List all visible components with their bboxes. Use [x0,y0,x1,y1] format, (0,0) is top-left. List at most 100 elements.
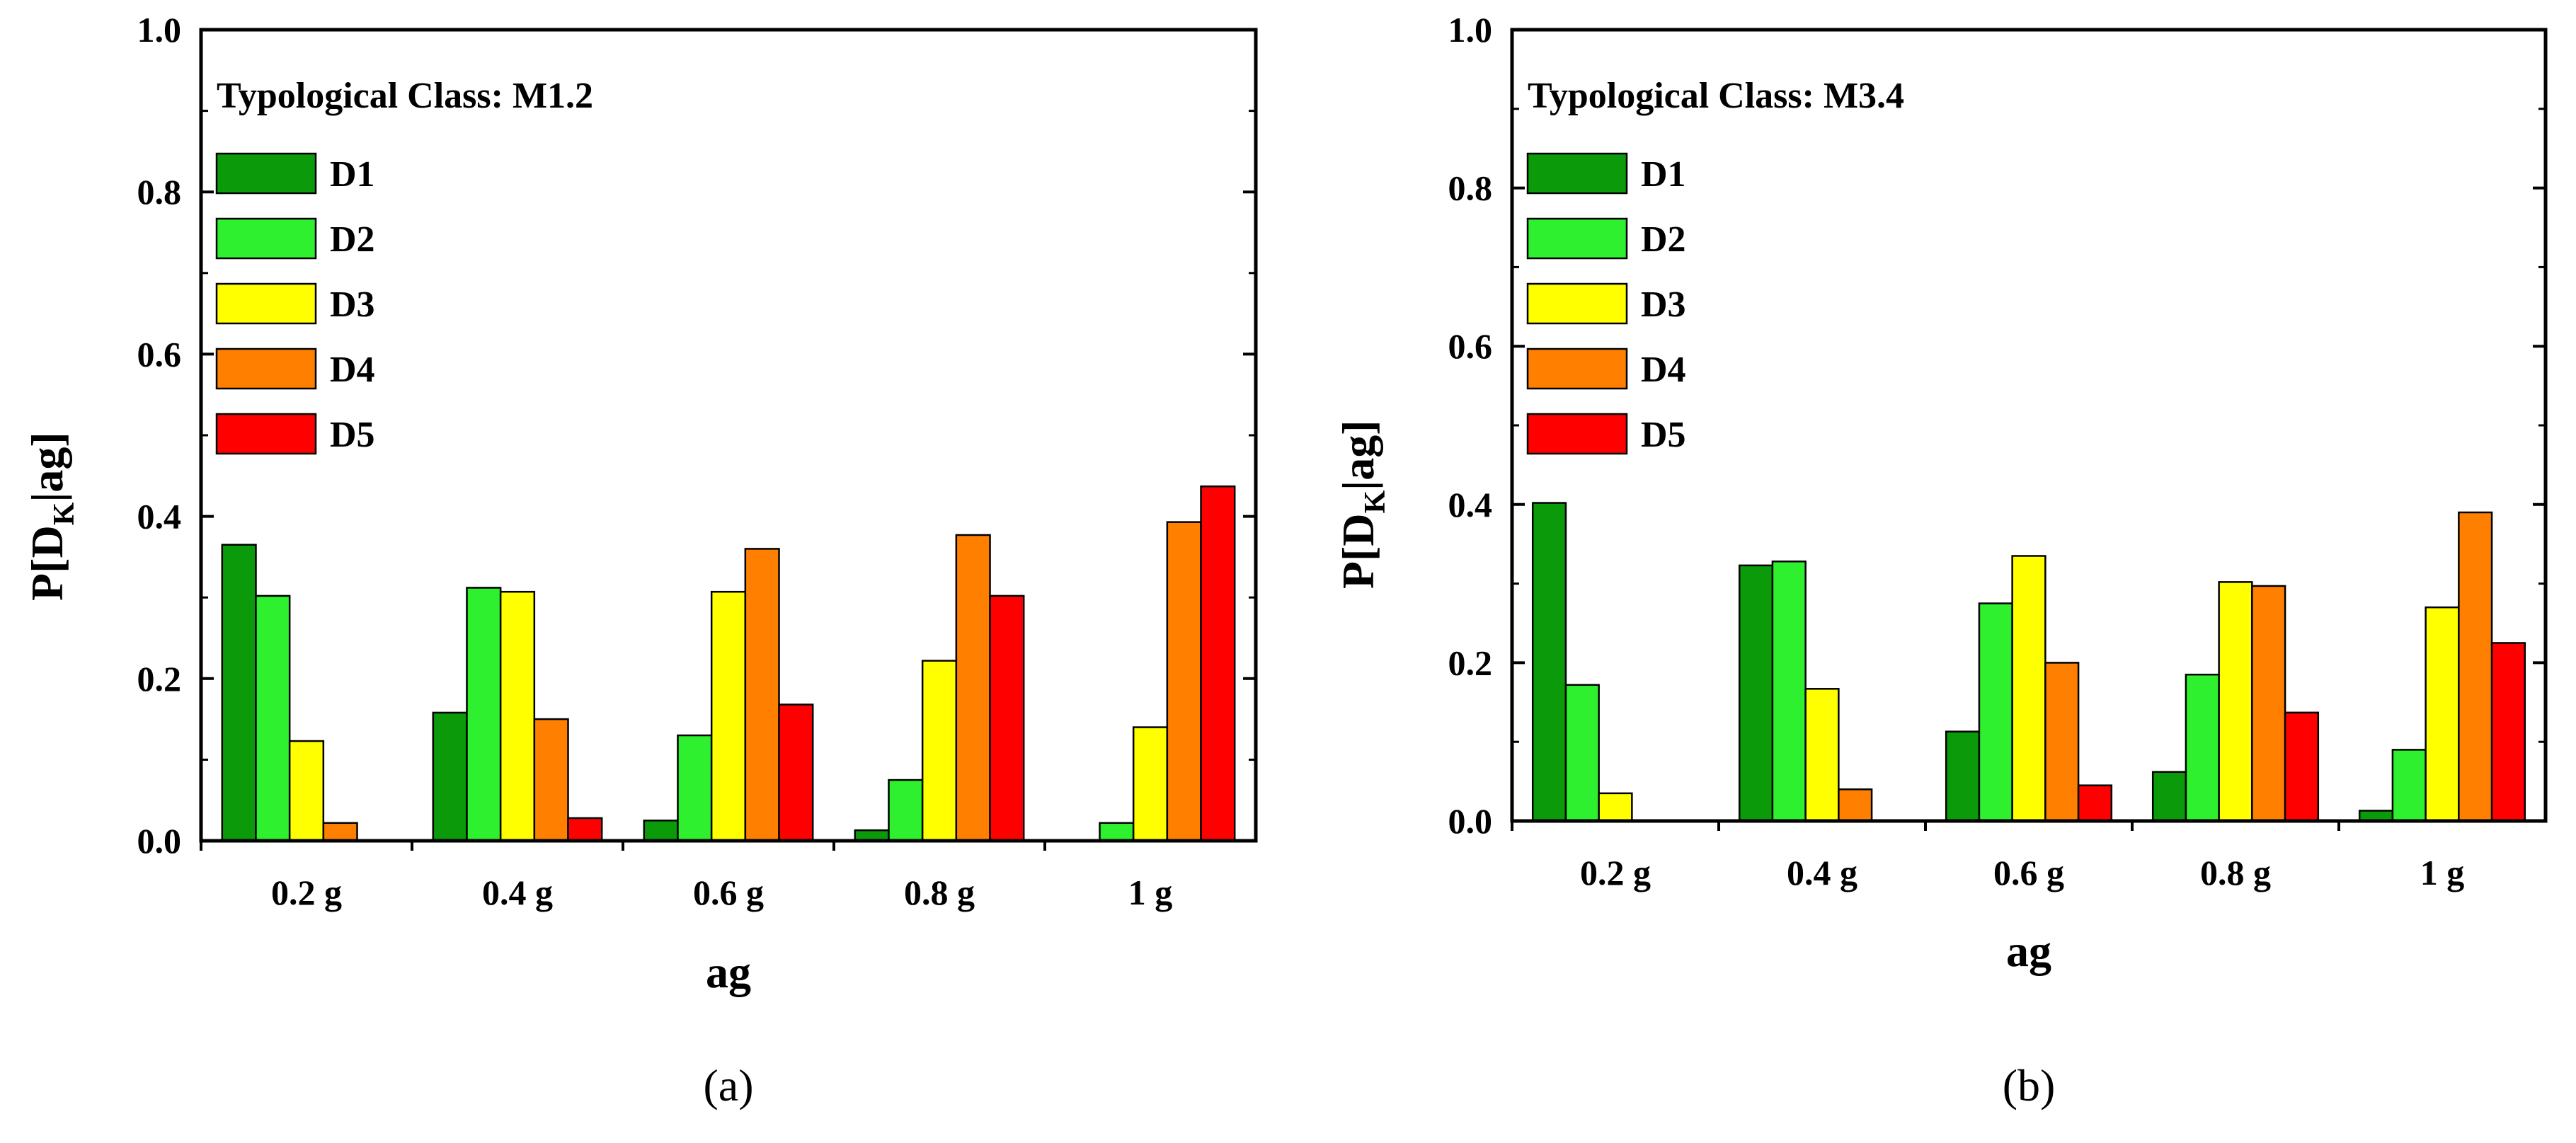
bar-d2-4 [2185,673,2220,822]
bar-d4-5 [2458,511,2493,822]
legend-label-d2: D2 [330,219,375,260]
legend-swatch-d5 [1526,413,1628,455]
legend-label-d3: D3 [330,285,375,325]
bar-d5-3 [778,703,814,842]
bar-d4-2 [1838,788,1873,822]
y-tick-label: 1.0 [1448,10,1493,50]
bar-d1-1 [1531,502,1567,822]
bar-d1-2 [432,711,468,842]
legend-swatch-d4 [215,348,317,390]
y-axis-label-subscript: K [48,502,81,525]
y-tick-label: 0.6 [1448,326,1493,366]
legend-label-d1: D1 [330,154,375,195]
legend-label-d2: D2 [1641,219,1686,260]
legend-swatch-d2 [215,217,317,260]
bar-d5-5 [2490,642,2526,822]
legend-label-d5: D5 [330,415,375,455]
bar-d4-2 [533,718,569,842]
y-tick-label: 0.2 [1448,643,1493,682]
y-axis-label-rest: |ag] [22,432,72,502]
bar-d2-1 [255,595,291,842]
legend-swatch-d2 [1526,217,1628,260]
x-tick-label: 1 g [2420,853,2465,892]
bar-d3-1 [288,740,325,842]
y-tick-label: 0.0 [1448,801,1493,841]
legend-label-d3: D3 [1641,285,1686,325]
bar-d2-5 [1099,822,1135,842]
bar-d5-4 [989,595,1025,842]
legend-swatch-d1 [215,152,317,195]
legend-swatch-d3 [215,282,317,325]
y-axis-label-main: P[D [22,525,72,601]
bar-d1-3 [643,820,679,842]
y-tick-label: 0.0 [137,821,182,861]
panel-caption: (b) [2003,1060,2056,1110]
bar-d3-2 [499,590,536,842]
bar-d3-1 [1598,792,1633,822]
x-axis-label: ag [706,947,751,997]
bar-d4-4 [2251,585,2286,822]
x-tick-label: 0.6 g [693,873,764,912]
y-axis-label: P[DK|ag] [1333,420,1392,589]
legend-label-d5: D5 [1641,415,1686,455]
bar-d3-4 [921,660,958,842]
chart-panel-2: 0.2 g 0.4 g 0.6 g 0.8 g 1 g 0.0 0.2 0.4 0.6 0.8 1.… [1333,10,2548,1110]
y-axis-label-subscript: K [1359,490,1392,514]
bar-d3-5 [1132,726,1169,842]
legend-label-d4: D4 [1641,350,1686,390]
y-tick-label: 0.4 [1448,485,1493,524]
legend-swatch-d1 [1526,152,1628,195]
bar-d1-3 [1945,730,1981,822]
x-tick-label: 1 g [1128,873,1173,912]
bar-d4-1 [322,822,358,842]
y-tick-label: 0.8 [1448,168,1493,208]
bar-d3-3 [2011,555,2047,822]
y-tick-label: 0.2 [137,659,182,699]
x-tick-label: 0.2 g [1580,853,1651,892]
legend-swatch-d3 [1526,282,1628,325]
bar-d3-5 [2425,606,2460,822]
legend-label-d4: D4 [330,350,375,390]
chart-title: Typological Class: M3.4 [1528,76,1904,116]
x-tick-label: 0.2 g [271,873,342,912]
chart-title: Typological Class: M1.2 [217,76,593,116]
y-tick-label: 0.8 [137,172,182,212]
x-tick-label: 0.8 g [2200,853,2271,892]
bar-d5-4 [2284,711,2320,822]
bar-d2-3 [677,734,713,842]
bar-d2-2 [1771,561,1807,822]
y-tick-label: 0.4 [137,497,182,536]
y-axis-label: P[DK|ag] [22,432,81,601]
bar-d3-3 [710,590,747,842]
y-axis-label-main: P[D [1333,514,1383,590]
chart-panel-1: 0.2 g 0.4 g 0.6 g 0.8 g 1 g 0.0 0.2 0.4 0.6 0.8 1.… [22,10,1258,1110]
bar-d2-3 [1978,602,2013,822]
bar-d5-3 [2077,784,2113,822]
bar-d1-4 [2151,771,2187,822]
bar-d4-5 [1166,521,1202,842]
legend-swatch-d5 [215,413,317,455]
bar-d5-2 [567,817,603,842]
legend-label-d1: D1 [1641,154,1686,195]
bar-d4-4 [955,534,991,842]
bar-d1-2 [1738,564,1774,822]
y-tick-label: 1.0 [137,10,182,50]
x-tick-label: 0.4 g [482,873,553,912]
bar-d4-3 [2044,662,2080,822]
bar-d4-3 [744,548,780,842]
bar-d2-4 [888,779,924,842]
y-axis-label-rest: |ag] [1333,420,1383,490]
panel-caption: (a) [703,1060,753,1110]
x-tick-label: 0.4 g [1787,853,1857,892]
legend-swatch-d4 [1526,348,1628,390]
bar-d2-5 [2391,749,2427,822]
x-tick-label: 0.8 g [904,873,975,912]
bar-d1-1 [221,544,257,842]
y-tick-label: 0.6 [137,334,182,374]
bar-d3-2 [1804,688,1840,822]
bar-d2-2 [466,587,502,842]
bar-d5-5 [1200,485,1236,842]
x-tick-label: 0.6 g [1993,853,2064,892]
